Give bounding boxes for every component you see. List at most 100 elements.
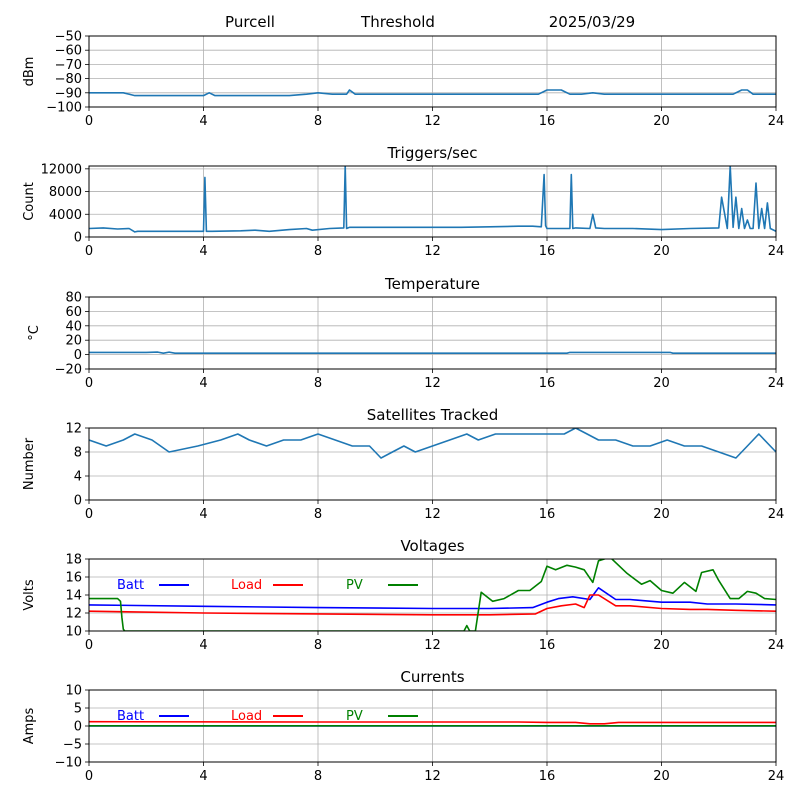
x-tick-label: 24 — [768, 507, 785, 522]
y-tick-label: 16 — [65, 571, 82, 586]
x-tick-label: 16 — [539, 638, 556, 653]
x-tick-label: 8 — [314, 244, 322, 259]
series-line-0 — [89, 351, 776, 354]
plot-frame — [88, 427, 777, 501]
legend-label-batt: Batt — [117, 578, 144, 593]
panel-4: 0 4 8 12 16 20 24 10 12 14 16 18 Voltages Volts Batt Lo… — [22, 537, 784, 653]
chart-title: Triggers/sec — [387, 144, 478, 162]
x-tick-label: 16 — [539, 376, 556, 391]
x-tick-label: 16 — [539, 244, 556, 259]
x-tick-label: 0 — [85, 244, 93, 259]
y-axis-label: Amps — [22, 707, 37, 744]
x-tick-label: 16 — [539, 769, 556, 784]
x-tick-label: 12 — [424, 376, 441, 391]
y-tick-label: 12 — [65, 422, 82, 437]
y-tick-label: 4000 — [49, 208, 82, 223]
y-tick-label: 8 — [74, 446, 82, 461]
x-tick-label: 20 — [653, 638, 670, 653]
plot-frame — [88, 689, 777, 763]
x-tick-label: 24 — [768, 638, 785, 653]
header-station: Purcell — [225, 13, 275, 31]
x-tick-label: 12 — [424, 244, 441, 259]
y-tick-label: 12000 — [41, 162, 82, 177]
legend-label-batt: Batt — [117, 709, 144, 724]
series-line-pv — [89, 559, 776, 631]
y-tick-label: 0 — [74, 494, 82, 509]
x-tick-label: 20 — [653, 507, 670, 522]
x-tick-label: 24 — [768, 114, 785, 129]
y-tick-label: 10 — [65, 684, 82, 699]
y-tick-label: −20 — [55, 363, 82, 378]
x-tick-label: 8 — [314, 507, 322, 522]
chart-title: Satellites Tracked — [367, 406, 498, 424]
x-tick-label: 4 — [199, 507, 207, 522]
y-tick-label: 80 — [65, 291, 82, 306]
x-tick-label: 16 — [539, 114, 556, 129]
y-tick-label: 8000 — [49, 185, 82, 200]
y-tick-label: −90 — [55, 86, 82, 101]
x-tick-label: 12 — [424, 507, 441, 522]
panel-5: 0 4 8 12 16 20 24 10 5 0 −5 −10 Currents Amps Batt Load… — [22, 668, 784, 784]
series-line-load — [89, 594, 776, 616]
x-tick-label: 20 — [653, 376, 670, 391]
x-tick-label: 20 — [653, 769, 670, 784]
x-tick-label: 20 — [653, 114, 670, 129]
y-tick-label: −5 — [63, 738, 82, 753]
series-line-0 — [89, 166, 776, 233]
x-tick-label: 24 — [768, 376, 785, 391]
y-tick-label: 40 — [65, 319, 82, 334]
y-tick-label: 12 — [65, 607, 82, 622]
y-tick-label: 60 — [65, 305, 82, 320]
y-axis-label: Count — [22, 182, 37, 221]
y-tick-label: 0 — [74, 231, 82, 246]
x-tick-label: 8 — [314, 114, 322, 129]
x-tick-label: 4 — [199, 244, 207, 259]
y-tick-label: 10 — [65, 625, 82, 640]
legend-label-load: Load — [231, 709, 262, 724]
header-date: 2025/03/29 — [549, 13, 635, 31]
y-axis-label: dBm — [22, 57, 37, 87]
x-tick-label: 8 — [314, 376, 322, 391]
y-tick-label: 18 — [65, 553, 82, 568]
series-line-batt — [89, 587, 776, 610]
series-line-load — [89, 720, 776, 725]
legend-label-load: Load — [231, 578, 262, 593]
x-tick-label: 8 — [314, 769, 322, 784]
series-line-0 — [89, 89, 776, 97]
y-tick-label: 5 — [74, 702, 82, 717]
y-axis-label: Number — [22, 437, 37, 490]
x-tick-label: 8 — [314, 638, 322, 653]
y-axis-label: °C — [27, 325, 42, 341]
y-tick-label: −10 — [55, 756, 82, 771]
y-tick-label: 0 — [74, 348, 82, 363]
plot-frame — [88, 165, 777, 238]
x-tick-label: 12 — [424, 114, 441, 129]
y-tick-label: −80 — [55, 72, 82, 87]
y-tick-label: 20 — [65, 334, 82, 349]
chart-title: Voltages — [400, 537, 464, 555]
y-tick-label: −70 — [55, 58, 82, 73]
x-tick-label: 0 — [85, 507, 93, 522]
panel-0: 0 4 8 12 16 20 24 −50−60−70−80−90−100 dBm — [22, 30, 784, 130]
y-axis-label: Volts — [22, 579, 37, 611]
plot-frame — [88, 558, 777, 632]
header-mode: Threshold — [360, 13, 435, 31]
legend-label-pv: PV — [346, 709, 363, 724]
y-tick-label: 0 — [74, 720, 82, 735]
x-tick-label: 20 — [653, 244, 670, 259]
y-tick-label: −100 — [46, 101, 82, 116]
x-tick-label: 4 — [199, 638, 207, 653]
x-tick-label: 0 — [85, 376, 93, 391]
x-tick-label: 4 — [199, 376, 207, 391]
x-tick-label: 16 — [539, 507, 556, 522]
plot-frame — [88, 296, 777, 370]
plot-frame — [88, 35, 777, 108]
x-tick-label: 12 — [424, 638, 441, 653]
chart-title: Currents — [400, 668, 464, 686]
y-tick-label: 4 — [74, 470, 82, 485]
chart-title: Temperature — [384, 275, 480, 293]
panel-1: 0 4 8 12 16 20 24 0 4000 8000 12000 Triggers/sec Cou… — [22, 144, 784, 259]
x-tick-label: 0 — [85, 114, 93, 129]
